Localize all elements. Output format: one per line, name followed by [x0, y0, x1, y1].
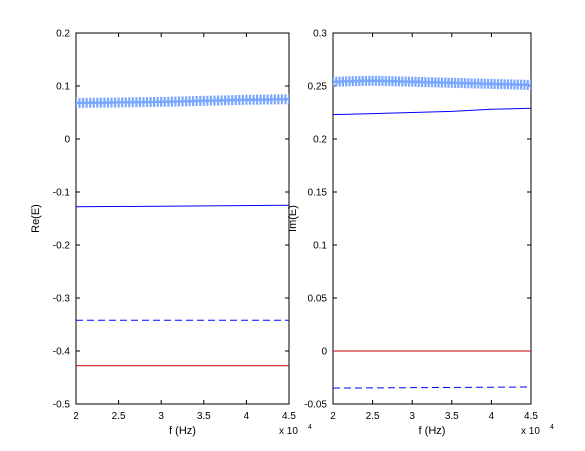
y-tick-label: -0.2 — [53, 241, 71, 252]
y-tick-label: -0.05 — [304, 400, 327, 411]
x-multiplier-label: x 10 — [279, 426, 298, 437]
series-group — [333, 75, 531, 389]
x-tick-label: 3 — [158, 411, 164, 422]
re-e-plot: 2 2.5 3 3.5 4 4.5 -0.5 -0.4 -0.3 -0.2 -0.1 0 0.1 0.2 f… — [30, 29, 312, 438]
y-tick-label: 0 — [321, 347, 327, 358]
x-tick-label: 4.5 — [524, 411, 538, 422]
axes-box — [332, 32, 532, 405]
x-tick-label: 3.5 — [197, 411, 211, 422]
y-tick-label: 0.2 — [56, 29, 70, 40]
x-tick-label: 3 — [409, 411, 415, 422]
y-tick-label: 0.1 — [56, 82, 70, 93]
y-tick-label: 0.1 — [313, 241, 327, 252]
x-tick-label: 4 — [489, 411, 495, 422]
x-tick-label: 2.5 — [112, 411, 126, 422]
x-tick-label: 4.5 — [282, 411, 296, 422]
x-multiplier-exponent: 4 — [550, 424, 554, 431]
x-tick-label: 4 — [244, 411, 250, 422]
x-multiplier-exponent: 4 — [308, 424, 312, 431]
y-tick-label: -0.4 — [53, 347, 71, 358]
y-tick-label: 0.05 — [308, 294, 328, 305]
x-tick-label: 3.5 — [445, 411, 459, 422]
y-tick-label: 0.2 — [313, 135, 327, 146]
im-e-plot: 2 2.5 3 3.5 4 4.5 -0.05 0 0.05 0.1 0.15 0.2 0.25 0.3 f… — [287, 29, 554, 438]
y-tick-label: 0.15 — [308, 188, 328, 199]
y-axis-label: Im(E) — [287, 205, 299, 232]
x-axis-label: f (Hz) — [169, 425, 196, 437]
x-tick-label: 2 — [73, 411, 79, 422]
y-tick-label: 0.3 — [313, 29, 327, 40]
y-tick-label: -0.5 — [53, 400, 71, 411]
x-axis-label: f (Hz) — [419, 425, 446, 437]
plus-marker — [526, 79, 531, 90]
y-tick-label: 0 — [64, 135, 70, 146]
axes-box — [75, 32, 290, 405]
solid-series-line — [333, 107, 531, 116]
y-axis-label: Re(E) — [30, 204, 42, 233]
x-tick-label: 2.5 — [366, 411, 380, 422]
x-multiplier-label: x 10 — [521, 426, 540, 437]
series-group — [76, 94, 289, 367]
y-tick-label: 0.25 — [308, 82, 328, 93]
y-tick-label: -0.3 — [53, 294, 71, 305]
plus-marker — [284, 94, 289, 105]
x-tick-label: 2 — [330, 411, 336, 422]
dashed-series-line — [333, 386, 531, 389]
solid-series-line — [76, 204, 289, 208]
y-tick-label: -0.1 — [53, 188, 71, 199]
